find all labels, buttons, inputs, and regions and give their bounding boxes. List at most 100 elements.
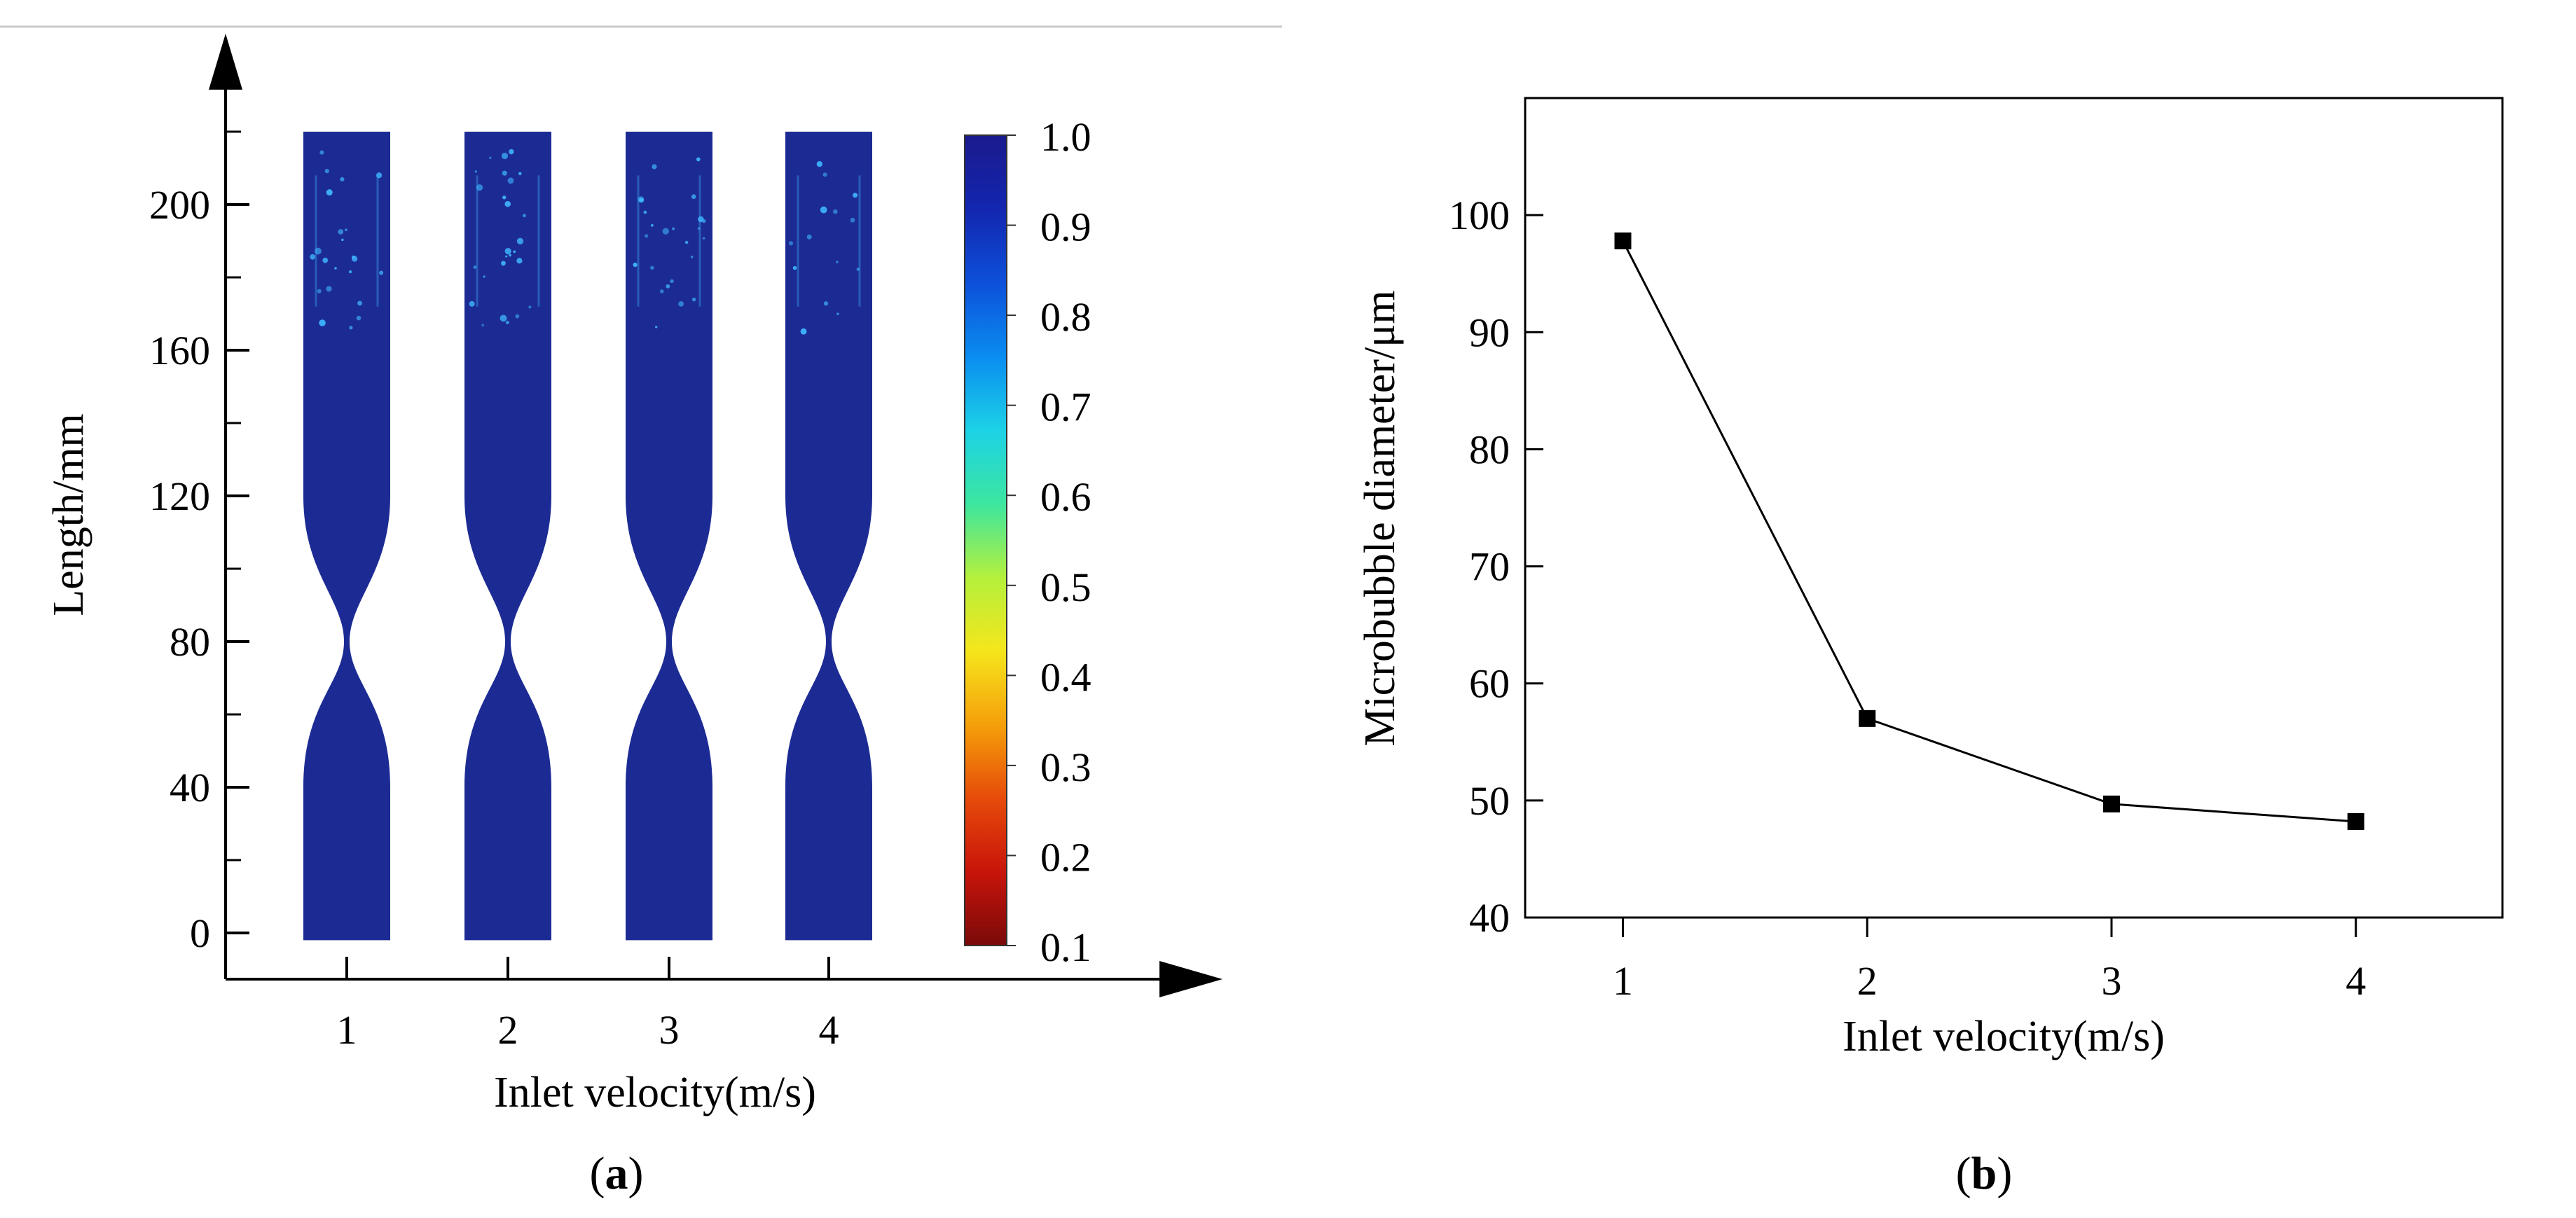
nozzle-4 [785,132,872,941]
bubble-spot [672,227,675,230]
bubble-spot [670,279,674,284]
colorbar-tick-label: 0.4 [1040,654,1091,700]
bubble-spot [666,284,670,289]
panel-a-letter: a [605,1148,628,1199]
bubble-spot [476,184,483,191]
bubble-spot [324,168,329,174]
bubble-spot [690,256,694,258]
bubble-spot [645,234,649,238]
bubble-spot [836,261,839,263]
bubble-spot [349,326,353,330]
y-axis-label: Microbubble diameter/μm [1356,290,1404,746]
x-axis-ticks: 1 2 3 4 [337,957,839,1053]
data-point-marker [1614,232,1632,249]
bubble-spot [326,189,333,196]
y-axis-ticks: 0 40 80 120 160 200 [149,130,249,956]
plot-frame [1524,97,2504,919]
y-tick-label: 70 [1469,544,1510,590]
panel-b-line-chart: 40 50 60 70 80 90 100 1 2 3 4 Microbubble diamete… [1356,97,2504,1199]
x-tick-label: 3 [2102,958,2122,1004]
colorbar-tick-label: 0.3 [1040,745,1091,790]
bubble-spot [334,267,337,270]
bubble-spot [504,201,511,207]
y-axis-ticks: 40 50 60 70 80 90 100 [1449,193,1543,941]
x-axis-label: Inlet velocity(m/s) [494,1069,816,1116]
bubble-spot [650,223,654,227]
y-tick-label: 60 [1469,661,1510,707]
bubble-spot [345,228,347,232]
colorbar-tick-label: 1.0 [1040,114,1091,160]
x-tick-label: 2 [498,1007,518,1053]
bubble-spot [379,270,384,275]
bubble-spot [696,157,701,162]
panel-b-label: (b) [1956,1148,2013,1199]
panel-a-label: (a) [590,1148,644,1199]
bubble-spot [319,150,324,155]
colorbar-tick-label: 0.7 [1040,385,1091,430]
y-tick-label: 50 [1469,778,1510,824]
bubble-spot [515,314,520,319]
x-axis-arrow [1159,961,1222,997]
bubble-spot [502,170,507,176]
bubble-spot [788,241,794,246]
bubble-spot [516,258,523,264]
panel-a-heatmap: 0 40 80 120 160 200 1 2 3 4 Length/mm Inlet velo… [45,34,1222,1199]
bubble-spot [678,301,684,307]
data-point-marker [2103,795,2120,812]
bubble-spot [509,148,514,155]
bubble-spot [341,238,344,242]
bubble-spot [662,228,669,235]
panel-b-paren-open: ( [1956,1148,1971,1199]
bubble-spot [340,177,345,182]
y-tick-label: 120 [149,473,210,519]
bubble-spot [820,206,827,214]
bubble-spot [643,210,647,214]
bubble-spot [522,214,526,218]
colorbar-tick-label: 0.1 [1040,925,1091,970]
bubble-spot [349,270,352,274]
bubble-spot [691,297,696,302]
bubble-spot [822,172,827,177]
nozzle-3 [626,132,712,941]
bubble-spot [509,254,511,257]
bubble-spot [504,247,511,255]
bubble-spot [638,198,645,203]
bubble-spot [833,209,838,214]
x-tick-label: 1 [337,1007,357,1053]
x-tick-label: 2 [1857,958,1878,1004]
panel-b-paren-close: ) [1997,1148,2012,1199]
nozzle-2 [464,132,551,941]
x-tick-label: 3 [659,1007,680,1053]
bubble-spots [310,148,861,335]
x-tick-label: 4 [2346,958,2366,1004]
colorbar-ticks: 1.0 0.9 0.8 0.7 0.6 0.5 0.4 0.3 0.2 0.1 [1007,114,1091,970]
y-tick-label: 40 [1469,895,1510,941]
bubble-spot [505,320,509,324]
y-tick-label: 90 [1469,310,1510,355]
bubble-spot [816,161,822,167]
y-tick-label: 100 [1449,193,1510,238]
bubble-spot [322,257,329,263]
bubble-spot [481,324,485,327]
colorbar-tick-label: 0.5 [1040,565,1091,610]
bubble-spot [513,250,516,254]
bubble-spot [806,234,812,240]
bubble-spot [684,240,689,244]
bubble-spot [659,289,664,293]
y-tick-label: 40 [170,765,210,810]
bubble-spot [792,265,797,270]
bubble-spot [356,315,361,321]
nozzle-group [303,132,872,941]
bubble-spot [310,254,316,260]
bubble-spot [351,256,358,262]
y-axis-arrow [209,34,242,90]
y-tick-label: 200 [149,182,210,228]
bubble-spot [326,286,332,292]
series-polyline [1622,240,2356,823]
bubble-spot [483,275,485,278]
data-point-marker [1859,710,1876,727]
bubble-spot [315,247,322,255]
bubble-spot [501,152,509,160]
bubble-spot [507,177,514,184]
